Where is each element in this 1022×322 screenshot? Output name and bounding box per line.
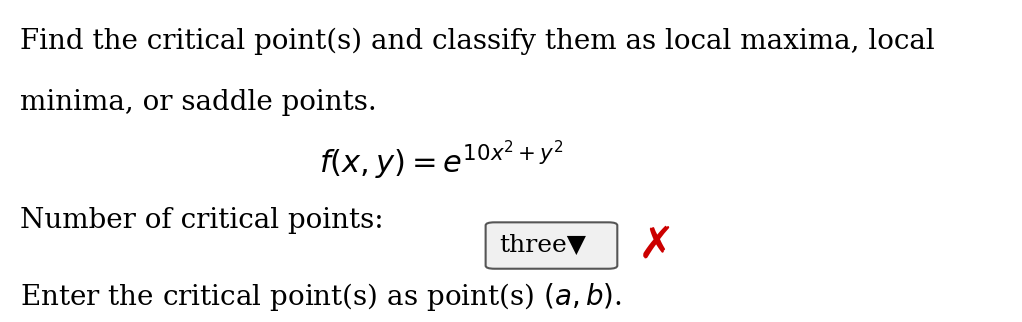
Text: three▼: three▼ (499, 234, 586, 257)
Text: Number of critical points:: Number of critical points: (20, 207, 384, 234)
Text: ✗: ✗ (638, 224, 676, 267)
Text: Find the critical point(s) and classify them as local maxima, local: Find the critical point(s) and classify … (20, 27, 935, 55)
Text: minima, or saddle points.: minima, or saddle points. (20, 90, 377, 116)
FancyBboxPatch shape (485, 222, 617, 269)
Text: $f(x, y) = e^{10x^2+y^2}$: $f(x, y) = e^{10x^2+y^2}$ (320, 139, 564, 182)
Text: Enter the critical point(s) as point(s) $(a, b)$.: Enter the critical point(s) as point(s) … (20, 281, 622, 313)
